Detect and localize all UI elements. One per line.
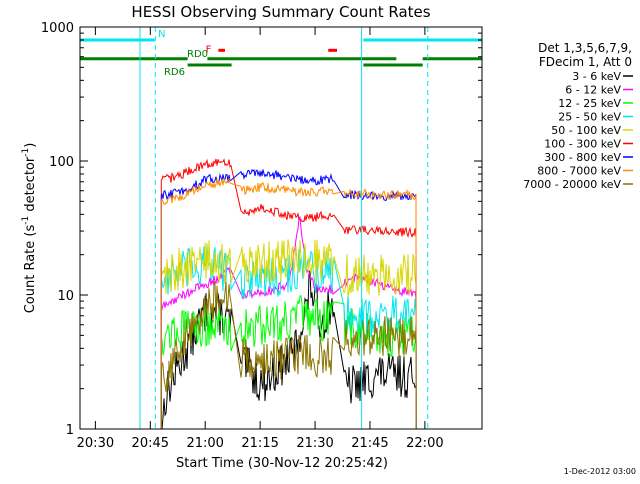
legend-label-3-6-kev: 3 - 6 keV — [572, 70, 621, 83]
series-line-3-6-kev — [161, 270, 417, 430]
x-axis-label: Start Time (30-Nov-12 20:25:42) — [176, 456, 388, 471]
flag-label-n: N — [158, 29, 165, 40]
plot-frame — [79, 26, 483, 430]
legend-label-100-300-kev: 100 - 300 keV — [544, 138, 621, 151]
y-tick-label: 10 — [57, 289, 74, 304]
footer-date: 1-Dec-2012 03:00 — [564, 467, 636, 476]
legend-label-7000-20000-kev: 7000 - 20000 keV — [523, 178, 621, 191]
y-axis-label-text: Count Rate (s — [23, 225, 38, 314]
series-line-7000-20000-kev — [160, 281, 417, 430]
y-axis-label-end: ) — [23, 143, 38, 148]
y-axis-label-mid: detector — [23, 156, 38, 216]
y-axis-label-exp2: -1 — [21, 148, 31, 157]
legend-label-6-12-kev: 6 - 12 keV — [565, 84, 621, 97]
y-tick-label: 1000 — [41, 21, 74, 36]
series-line-300-800-kev — [160, 168, 417, 430]
x-tick-label: 21:15 — [241, 436, 278, 451]
y-tick-label: 1 — [66, 423, 74, 438]
y-axis-label-exp1: -1 — [21, 216, 31, 225]
legend-label-50-100-kev: 50 - 100 keV — [551, 124, 621, 137]
x-tick-label: 22:00 — [406, 436, 443, 451]
legend-label-12-25-kev: 12 - 25 keV — [558, 97, 621, 110]
flag-label-f: F — [206, 45, 212, 56]
series-line-100-300-kev — [160, 158, 417, 430]
legend-header-line-2: FDecim 1, Att 0 — [539, 55, 632, 69]
x-tick-label: 20:45 — [132, 436, 169, 451]
series-layer — [160, 158, 417, 430]
flag-label-rd6: RD6 — [164, 67, 185, 78]
axes-layer: 20:30 20:45 21:00 21:15 21:30 21:45 22:00 1 10 10… — [41, 21, 482, 451]
legend-header-line-1: Det 1,3,5,6,7,9, — [538, 41, 632, 55]
chart-title: HESSI Observing Summary Count Rates — [131, 3, 430, 21]
series-line-800-7000-kev — [160, 177, 417, 430]
series-line-50-100-kev — [160, 239, 417, 430]
x-tick-label: 21:45 — [351, 436, 388, 451]
x-tick-label: 20:30 — [77, 436, 114, 451]
x-tick-label: 21:00 — [186, 436, 223, 451]
series-line-25-50-kev — [160, 244, 417, 430]
series-line-12-25-kev — [160, 295, 417, 430]
y-axis-label: Count Rate (s-1 detector-1) — [21, 143, 38, 314]
legend-label-800-7000-kev: 800 - 7000 keV — [537, 165, 621, 178]
y-tick-label: 100 — [49, 155, 74, 170]
flag-label-rd0: RD0 — [187, 49, 208, 60]
legend-label-25-50-kev: 25 - 50 keV — [558, 111, 621, 124]
vlines-layer — [139, 27, 429, 429]
x-tick-label: 21:30 — [296, 436, 333, 451]
legend-label-300-800-kev: 300 - 800 keV — [544, 151, 621, 164]
